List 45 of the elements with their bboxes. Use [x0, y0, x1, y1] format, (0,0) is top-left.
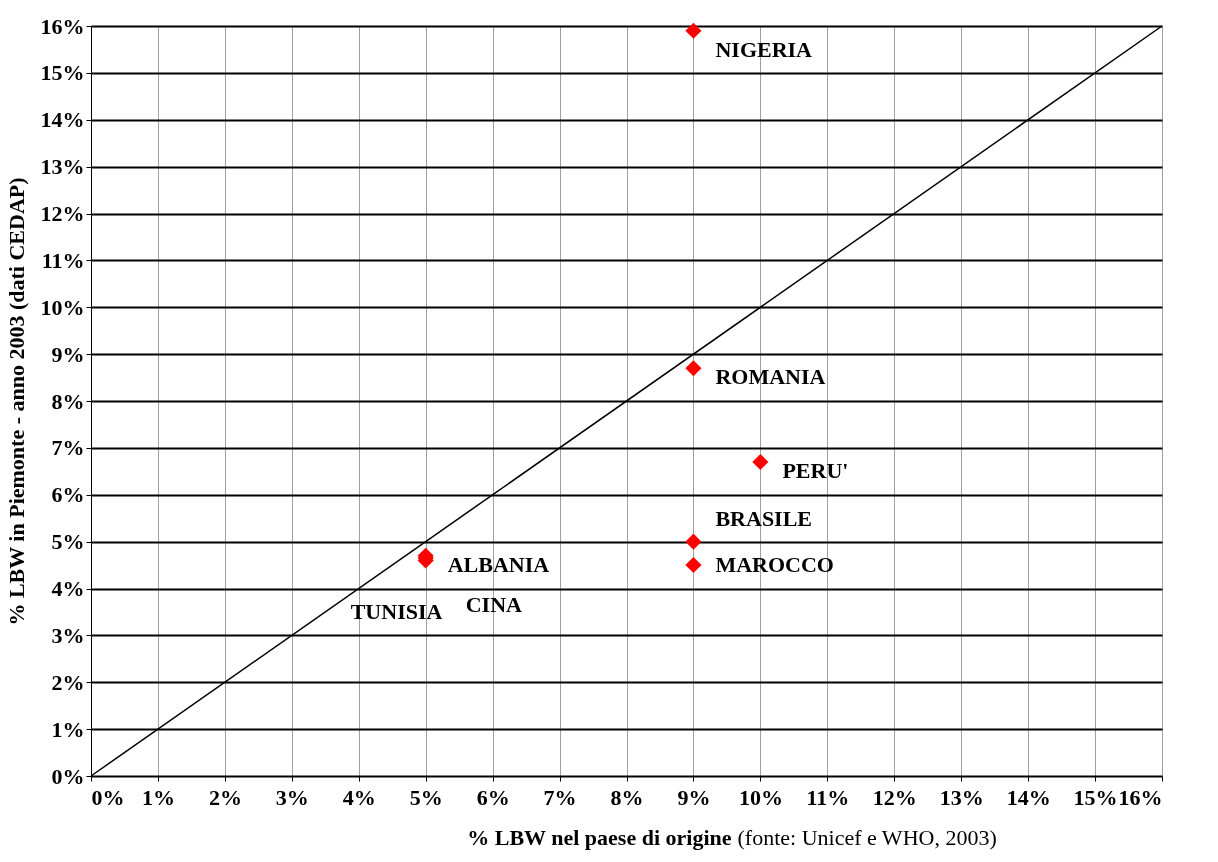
- y-tick-label: 12%: [40, 201, 85, 226]
- y-tick-label: 1%: [51, 716, 85, 742]
- x-tick-label: 5%: [409, 784, 443, 810]
- y-tick-label: 13%: [40, 154, 85, 180]
- y-tick-label: 7%: [51, 435, 85, 461]
- y-tick-label: 16%: [40, 13, 85, 39]
- y-tick-label: 10%: [40, 294, 85, 320]
- annotation: NIGERIA: [715, 36, 813, 62]
- x-tick-label: 16%: [1118, 784, 1163, 810]
- y-tick-label: 3%: [51, 622, 85, 648]
- y-tick-label: 14%: [40, 107, 85, 133]
- annotation: CINA: [465, 592, 523, 618]
- x-tick-label: 1%: [141, 784, 175, 810]
- x-tick-label: 3%: [275, 784, 309, 810]
- x-tick-label: 13%: [939, 784, 984, 810]
- x-tick-label: 4%: [342, 784, 376, 810]
- x-tick-label: 6%: [476, 784, 510, 810]
- y-tick-label: 11%: [41, 247, 85, 273]
- x-tick-label: 8%: [610, 784, 644, 810]
- x-tick-label: 11%: [806, 784, 850, 810]
- x-axis-title: % LBW nel paese di origine: [467, 825, 732, 850]
- x-tick-label: 14%: [1006, 784, 1051, 810]
- y-tick-label: 6%: [51, 482, 85, 508]
- annotation: ALBANIA: [447, 551, 550, 577]
- annotation: TUNISIA: [350, 599, 443, 625]
- x-tick-label: 0%: [91, 784, 125, 810]
- annotation: BRASILE: [715, 505, 813, 531]
- y-axis-title: % LBW in Piemonte - anno 2003 (dati CEDAP): [3, 177, 29, 626]
- x-tick-label: 12%: [872, 784, 917, 810]
- y-tick-label: 5%: [51, 529, 85, 555]
- y-tick-label: 0%: [51, 763, 85, 789]
- y-tick-label: 15%: [40, 60, 85, 86]
- x-tick-label: 10%: [738, 784, 783, 810]
- x-tick-label: 15%: [1073, 784, 1118, 810]
- annotation: MAROCCO: [715, 552, 834, 578]
- y-tick-label: 8%: [51, 388, 85, 414]
- text: (fonte: Unicef e WHO, 2003): [737, 825, 997, 850]
- x-tick-label: 7%: [543, 784, 577, 810]
- x-tick-label: 2%: [208, 784, 242, 810]
- y-tick-label: 2%: [51, 669, 85, 695]
- annotation: PERU': [782, 457, 849, 483]
- y-tick-label: 4%: [51, 576, 85, 601]
- y-tick-label: 9%: [51, 341, 85, 367]
- x-tick-label: 9%: [677, 784, 711, 810]
- annotation: ROMANIA: [715, 364, 826, 390]
